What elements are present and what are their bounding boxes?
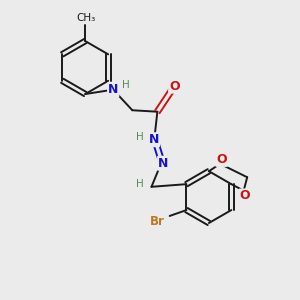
Text: H: H [136,132,144,142]
Text: O: O [169,80,180,93]
Text: N: N [148,133,159,146]
Text: H: H [136,179,144,190]
Text: O: O [240,189,250,203]
Text: N: N [158,157,168,170]
Text: H: H [122,80,129,90]
Text: Br: Br [150,215,164,228]
Text: N: N [108,83,119,96]
Text: O: O [216,153,227,166]
Text: CH₃: CH₃ [76,13,95,23]
